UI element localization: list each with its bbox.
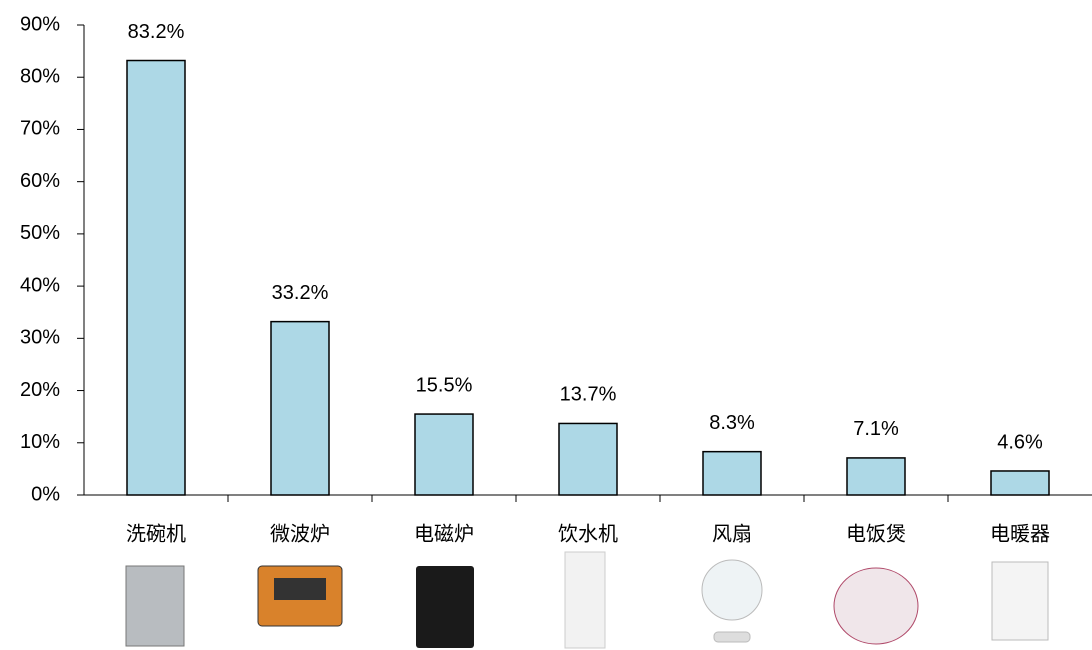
fan-image: [701, 559, 763, 621]
bar: [414, 413, 474, 496]
y-tick-label: 70%: [20, 118, 60, 140]
x-tick-label: 微波炉: [270, 522, 330, 545]
y-tick-label: 80%: [20, 66, 60, 88]
y-tick-label: 20%: [20, 379, 60, 401]
y-tick-label: 0%: [31, 483, 60, 505]
bar: [702, 450, 762, 496]
value-label: 33.2%: [272, 282, 329, 304]
value-label: 83.2%: [128, 21, 185, 43]
y-tick-label: 10%: [20, 431, 60, 453]
x-tick-label: 电暖器: [990, 522, 1050, 545]
rice-cooker-image: [833, 567, 919, 645]
x-tick-label: 风扇: [712, 522, 752, 545]
bar: [126, 59, 186, 496]
bar: [990, 470, 1050, 496]
heater-image: [991, 561, 1049, 641]
x-tick-label: 电饭煲: [846, 522, 906, 545]
dishwasher-image: [125, 565, 185, 647]
x-tick-label: 饮水机: [558, 522, 618, 545]
y-tick-label: 40%: [20, 274, 60, 296]
y-tick-label: 30%: [20, 327, 60, 349]
fan-base: [713, 631, 751, 643]
value-label: 8.3%: [709, 412, 755, 434]
bar: [558, 422, 618, 496]
value-label: 13.7%: [560, 384, 617, 406]
water-dispenser-image: [564, 551, 606, 649]
microwave-window: [274, 578, 326, 600]
y-tick-label: 50%: [20, 222, 60, 244]
bar: [846, 457, 906, 496]
value-label: 15.5%: [416, 374, 473, 396]
value-label: 7.1%: [853, 418, 899, 440]
x-tick-label: 洗碗机: [126, 522, 186, 545]
induction-cooker-image: [416, 566, 474, 648]
product-images: [125, 551, 1049, 649]
y-tick-label: 60%: [20, 170, 60, 192]
value-label: 4.6%: [997, 431, 1043, 453]
y-tick-label: 90%: [20, 13, 60, 35]
bar: [270, 320, 330, 496]
x-tick-label: 电磁炉: [414, 522, 474, 545]
